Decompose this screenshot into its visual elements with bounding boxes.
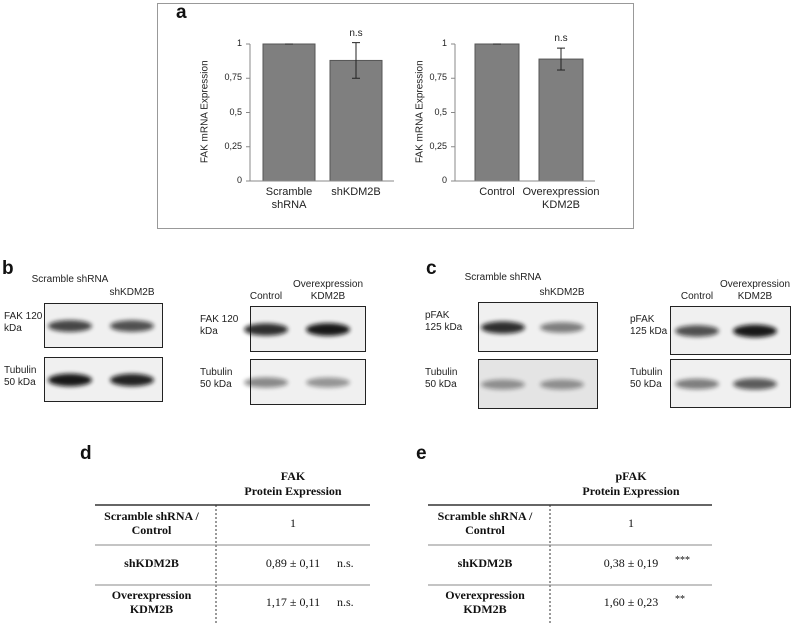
blot-band [110,320,154,332]
y-tick-label: 0 [236,175,242,185]
row-label: pFAK 125 kDa [630,314,668,337]
lane-label: shKDM2B [109,287,155,298]
y-tick-label: 0,25 [224,140,242,151]
panel-label: c [426,258,437,279]
blot-band [675,325,719,337]
row-header: Scramble shRNA / Control [437,509,533,537]
row-header: Overexpression KDM2B [445,588,525,616]
blot-band [733,324,777,338]
y-axis-title: FAK mRNA Expression [414,60,426,164]
column-header: pFAK [615,469,647,483]
row-header: Overexpression KDM2B [111,588,192,616]
y-tick-label: 0,25 [429,140,447,151]
row-label: FAK 120 kDa [4,311,43,334]
panel-label: a [176,2,187,23]
blot-band [306,377,350,388]
blot-band [306,323,350,336]
blot-band [540,379,584,390]
y-tick-label: 0,75 [429,72,447,83]
row-label: pFAK 125 kDa [425,310,463,333]
lane-label: Control [680,291,714,302]
panel-label: e [416,443,427,464]
column-header: Protein Expression [582,484,680,498]
significance: *** [675,555,690,566]
panel-frame [157,3,634,229]
cell-value: 1,60 ± 0,23 [603,595,659,609]
cell-value: 0,38 ± 0,19 [603,556,659,570]
blot-band [481,379,525,390]
column-header: FAK [280,469,306,483]
significance: n.s. [337,556,354,570]
blot-band [110,373,154,387]
bar [474,43,520,182]
row-label: Tubulin 50 kDa [4,365,37,388]
x-tick-label: Control [479,186,515,198]
blot-band [244,323,288,336]
row-header: shKDM2B [457,556,513,570]
row-label: Tubulin 50 kDa [630,367,663,390]
blot-band [675,378,719,390]
lane-label: shKDM2B [539,287,585,298]
lane-label: Overexpression KDM2B [292,279,364,302]
row-header: shKDM2B [124,556,179,570]
y-tick-label: 0 [441,175,447,185]
blot-band [244,377,288,388]
y-tick-label: 1 [236,38,242,48]
y-tick-label: 0,75 [224,72,242,83]
cell-value: 1,17 ± 0,11 [265,595,321,609]
lane-label: Overexpression KDM2B [719,279,791,302]
row-label: Tubulin 50 kDa [200,367,233,390]
y-tick-label: 1 [441,38,447,48]
cell-value: 0,89 ± 0,11 [265,556,321,570]
row-label: FAK 120 kDa [200,314,239,337]
annotation: n.s [349,27,363,39]
column-header: Protein Expression [244,484,342,498]
lane-label: Scramble shRNA [31,274,109,285]
annotation: n.s [554,33,568,45]
cell-value: 1 [628,516,634,530]
cell-value: 1 [290,516,296,530]
row-label: Tubulin 50 kDa [425,367,458,390]
x-tick-label: Scramble shRNA [265,186,313,211]
significance: n.s. [337,595,354,609]
blot-band [733,378,777,390]
y-tick-label: 0,5 [229,106,242,117]
x-tick-label: Overexpression KDM2B [522,186,600,211]
y-tick-label: 0,5 [434,106,447,117]
row-header: Scramble shRNA / Control [104,509,199,537]
blot-band [481,321,525,334]
significance: ** [675,594,685,605]
y-axis-title: FAK mRNA Expression [199,60,211,164]
lane-label: Scramble shRNA [464,272,542,283]
blot-band [48,373,92,387]
panel-label: b [2,258,14,279]
blot-band [540,322,584,333]
x-tick-label: shKDM2B [331,186,381,198]
bar [538,58,584,182]
blot-band [48,320,92,332]
lane-label: Control [249,291,283,302]
panel-label: d [80,443,92,464]
bar [262,43,316,182]
